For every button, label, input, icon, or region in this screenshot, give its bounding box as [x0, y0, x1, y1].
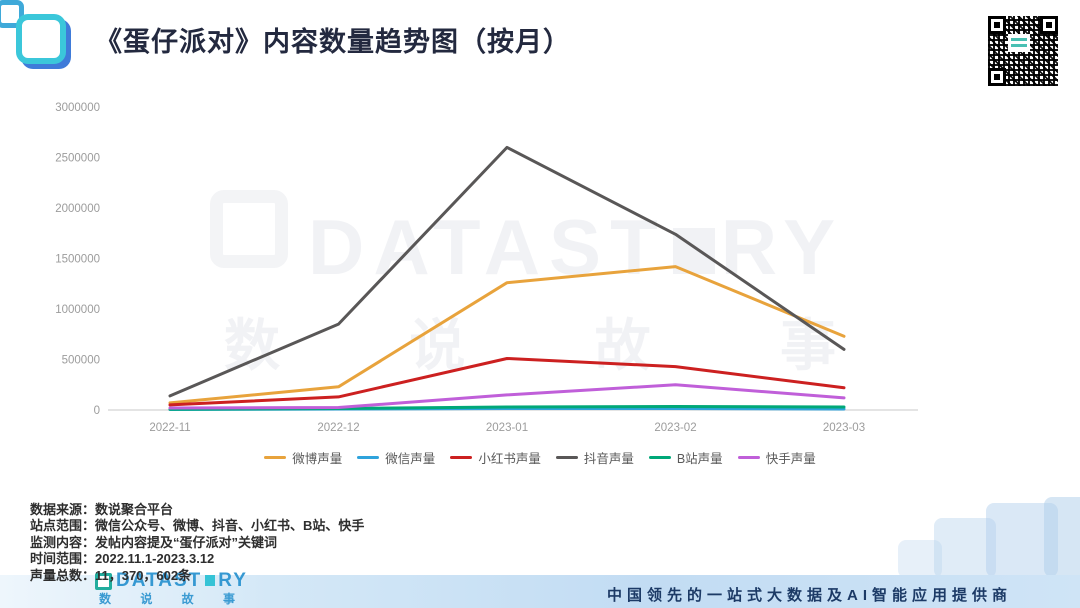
qr-center-logo [1008, 34, 1030, 52]
deco-square [934, 518, 996, 578]
legend-item: 微信声量 [357, 448, 435, 467]
qr-code [984, 8, 1062, 94]
legend-swatch-icon [555, 456, 578, 459]
datastory-text: DATAST RY [116, 570, 248, 591]
series-line-抖音声量 [168, 145, 846, 398]
y-axis-tick-label: 3000000 [55, 102, 100, 114]
legend-item: 微博声量 [264, 448, 342, 467]
qr-finder-icon [988, 68, 1006, 86]
legend-label: 抖音声量 [583, 452, 634, 466]
qr-finder-icon [1040, 16, 1058, 34]
y-axis-tick-label: 500000 [62, 355, 100, 367]
datastory-wordmark: DATAST RY [95, 570, 248, 592]
chart-legend: 微博声量 微信声量 小红书声量 抖音声量 B站声量 快手声量 [0, 448, 1080, 467]
series-line-小红书声量 [168, 357, 846, 407]
y-axis-tick-label: 1000000 [55, 304, 100, 316]
x-axis-tick-label: 2023-01 [486, 422, 528, 434]
legend-swatch-icon [264, 456, 287, 459]
x-axis-tick-label: 2023-02 [654, 422, 696, 434]
bottom-bar [0, 575, 1080, 608]
company-tagline: 中国领先的一站式大数据及AI智能应用提供商 [606, 587, 1012, 604]
series-line-微博声量 [168, 265, 846, 405]
y-axis-tick-label: 2500000 [55, 153, 100, 165]
legend-swatch-icon [450, 456, 473, 459]
legend-label: 微博声量 [292, 452, 343, 466]
footer-line: 监测内容：发帖内容提及“蛋仔派对”关键词 [30, 534, 278, 550]
legend-item: B站声量 [648, 448, 723, 467]
datastory-logo-icon [0, 0, 86, 82]
legend-item: 抖音声量 [555, 448, 634, 467]
x-axis-tick-label: 2022-11 [149, 422, 190, 434]
trend-line-chart: 0 500000 1000000 1500000 2000000 2500000 30000… [55, 102, 918, 434]
legend-label: 微信声量 [385, 452, 436, 466]
legend-label: B站声量 [676, 452, 723, 466]
logo-big-square-icon [16, 14, 66, 64]
logo-small-square-icon [0, 0, 24, 28]
footer-line: 数据来源：数说聚合平台 [30, 502, 174, 517]
footer-info: 数据来源：数说聚合平台 站点范围：微信公众号、微博、抖音、小红书、B站、快手 监测内… [30, 502, 364, 584]
footer-line: 声量总数：11，370，602条 [30, 567, 192, 583]
y-axis-tick-label: 1500000 [55, 254, 100, 266]
y-axis-tick-label: 2000000 [55, 203, 100, 215]
datastory-square-icon [95, 572, 112, 590]
series-line-快手声量 [168, 383, 846, 410]
footer-line: 站点范围：微信公众号、微博、抖音、小红书、B站、快手 [30, 518, 365, 534]
legend-item: 小红书声量 [450, 448, 541, 467]
y-axis-tick-label: 0 [94, 405, 100, 417]
legend-label: 快手声量 [765, 452, 816, 466]
brand-square-icon [205, 575, 216, 586]
legend-label: 小红书声量 [478, 452, 541, 466]
datastory-cn-text: 数 说 故 事 [99, 592, 249, 606]
x-axis-tick-label: 2023-03 [823, 422, 865, 434]
footer-line: 时间范围：2022.11.1-2023.3.12 [30, 551, 215, 567]
legend-item: 快手声量 [737, 448, 816, 467]
page-title: 《蛋仔派对》内容数量趋势图（按月） [95, 27, 571, 57]
legend-swatch-icon [357, 456, 380, 459]
deco-square [898, 540, 942, 578]
qr-finder-icon [988, 16, 1006, 34]
deco-square [1044, 497, 1080, 577]
legend-swatch-icon [737, 456, 760, 459]
legend-swatch-icon [648, 456, 671, 459]
x-axis-tick-label: 2022-12 [317, 422, 359, 434]
